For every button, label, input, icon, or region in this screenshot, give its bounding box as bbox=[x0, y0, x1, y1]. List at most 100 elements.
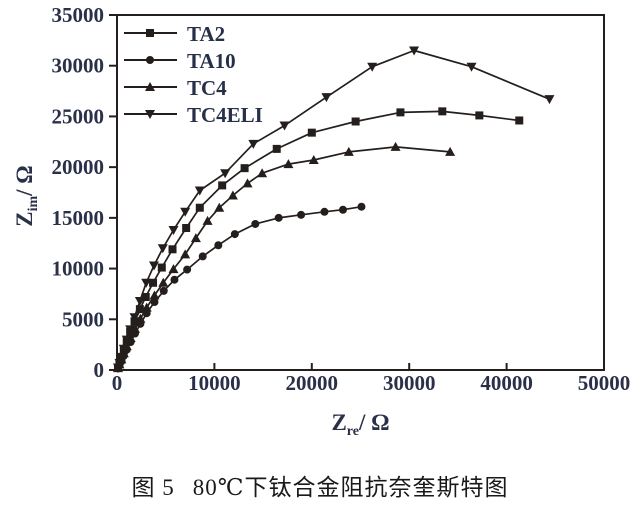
y-tick-label: 5000 bbox=[62, 307, 104, 331]
square-marker bbox=[135, 305, 144, 314]
y-tick-label: 30000 bbox=[52, 54, 105, 78]
legend-item-TA2: TA2 bbox=[124, 22, 225, 46]
square-marker bbox=[218, 181, 227, 190]
legend-item-TA10: TA10 bbox=[124, 49, 236, 73]
circle-marker bbox=[198, 252, 207, 261]
square-marker bbox=[272, 144, 281, 153]
legend-label: TA10 bbox=[187, 49, 236, 73]
triangle-up-marker bbox=[158, 277, 169, 287]
triangle-down-marker bbox=[279, 121, 290, 131]
triangle-up-marker bbox=[130, 323, 141, 333]
triangle-down-marker bbox=[321, 93, 332, 103]
x-tick-label: 10000 bbox=[188, 371, 241, 395]
square-marker bbox=[146, 29, 154, 37]
square-marker bbox=[168, 245, 177, 254]
triangle-down-marker bbox=[114, 358, 125, 368]
square-marker bbox=[396, 108, 405, 117]
triangle-up-marker bbox=[390, 141, 401, 151]
triangle-up-marker bbox=[202, 215, 213, 225]
x-tick-label: 50000 bbox=[578, 371, 631, 395]
square-marker bbox=[157, 263, 166, 272]
circle-marker bbox=[274, 213, 283, 222]
triangle-down-marker bbox=[367, 62, 378, 72]
x-tick-label: 0 bbox=[112, 371, 123, 395]
circle-marker bbox=[159, 286, 168, 295]
triangle-down-marker bbox=[125, 325, 136, 335]
triangle-up-marker bbox=[141, 302, 152, 312]
triangle-down-marker bbox=[168, 226, 179, 236]
circle-marker bbox=[320, 207, 329, 216]
triangle-down-marker bbox=[466, 62, 477, 72]
triangle-up-marker bbox=[149, 290, 160, 300]
triangle-down-marker bbox=[118, 344, 129, 354]
triangle-down-marker bbox=[409, 46, 420, 56]
circle-marker bbox=[214, 241, 223, 250]
circle-marker bbox=[170, 275, 179, 284]
triangle-down-marker bbox=[134, 297, 145, 307]
figure-number: 图 5 bbox=[131, 475, 175, 500]
square-marker bbox=[515, 116, 524, 125]
triangle-up-marker bbox=[308, 155, 319, 165]
circle-marker bbox=[183, 265, 192, 274]
triangle-up-marker bbox=[145, 82, 155, 91]
legend-label: TC4 bbox=[187, 76, 227, 100]
triangle-down-marker bbox=[180, 207, 191, 217]
triangle-up-marker bbox=[135, 313, 146, 323]
y-tick-label: 0 bbox=[94, 358, 105, 382]
triangle-up-marker bbox=[283, 159, 294, 169]
square-marker bbox=[141, 292, 150, 301]
x-axis-label: Zre/ Ω bbox=[331, 410, 389, 439]
y-tick-label: 15000 bbox=[52, 206, 105, 230]
circle-marker bbox=[230, 230, 239, 239]
circle-marker bbox=[357, 202, 366, 211]
circle-marker bbox=[146, 56, 154, 64]
legend-item-TC4ELI: TC4ELI bbox=[124, 103, 263, 127]
y-tick-label: 20000 bbox=[52, 155, 105, 179]
triangle-up-marker bbox=[180, 249, 191, 259]
square-marker bbox=[240, 164, 249, 173]
triangle-up-marker bbox=[214, 202, 225, 212]
x-tick-label: 30000 bbox=[383, 371, 436, 395]
nyquist-chart: 0 10000 20000 30000 40000 50000 0 5000 10000 1500… bbox=[12, 3, 631, 439]
legend-item-TC4: TC4 bbox=[124, 76, 227, 100]
square-marker bbox=[182, 224, 191, 232]
figure-caption: 图 5 80℃下钛合金阻抗奈奎斯特图 bbox=[0, 468, 640, 502]
triangle-down-marker bbox=[149, 261, 160, 271]
triangle-down-marker bbox=[220, 169, 231, 179]
series-TC4ELI bbox=[112, 46, 555, 373]
triangle-up-marker bbox=[343, 146, 354, 156]
circle-marker bbox=[251, 219, 260, 228]
triangle-down-marker bbox=[121, 335, 132, 345]
triangle-up-marker bbox=[242, 178, 253, 188]
square-marker bbox=[475, 111, 484, 120]
legend: TA2 TA10 TC4 TC4ELI bbox=[124, 22, 263, 127]
square-marker bbox=[351, 117, 360, 126]
circle-marker bbox=[297, 210, 306, 219]
triangle-down-marker bbox=[157, 244, 168, 254]
triangle-down-marker bbox=[248, 139, 259, 149]
triangle-down-marker bbox=[116, 352, 127, 362]
triangle-down-marker bbox=[141, 278, 152, 288]
triangle-down-marker bbox=[194, 186, 205, 196]
triangle-up-marker bbox=[168, 264, 179, 274]
x-tick-label: 20000 bbox=[286, 371, 339, 395]
legend-label: TC4ELI bbox=[187, 103, 263, 127]
triangle-up-marker bbox=[257, 168, 268, 178]
series-line bbox=[117, 49, 550, 368]
figure-caption-text: 80℃下钛合金阻抗奈奎斯特图 bbox=[192, 475, 509, 500]
circle-marker bbox=[338, 205, 347, 214]
square-marker bbox=[307, 128, 316, 137]
triangle-up-marker bbox=[227, 190, 238, 200]
triangle-up-marker bbox=[445, 146, 456, 156]
legend-label: TA2 bbox=[187, 22, 225, 46]
x-tick-label: 40000 bbox=[480, 371, 533, 395]
square-marker bbox=[438, 107, 447, 116]
y-axis-label: Zim/ Ω bbox=[12, 165, 41, 226]
y-tick-label: 10000 bbox=[52, 257, 105, 281]
square-marker bbox=[195, 203, 204, 212]
triangle-down-marker bbox=[129, 313, 140, 323]
triangle-down-marker bbox=[145, 110, 155, 119]
y-tick-label: 35000 bbox=[52, 3, 105, 27]
triangle-down-marker bbox=[544, 95, 555, 105]
